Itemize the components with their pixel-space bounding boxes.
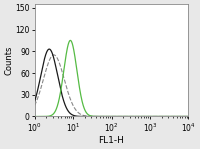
Y-axis label: Counts: Counts bbox=[4, 46, 13, 75]
X-axis label: FL1-H: FL1-H bbox=[99, 136, 124, 145]
